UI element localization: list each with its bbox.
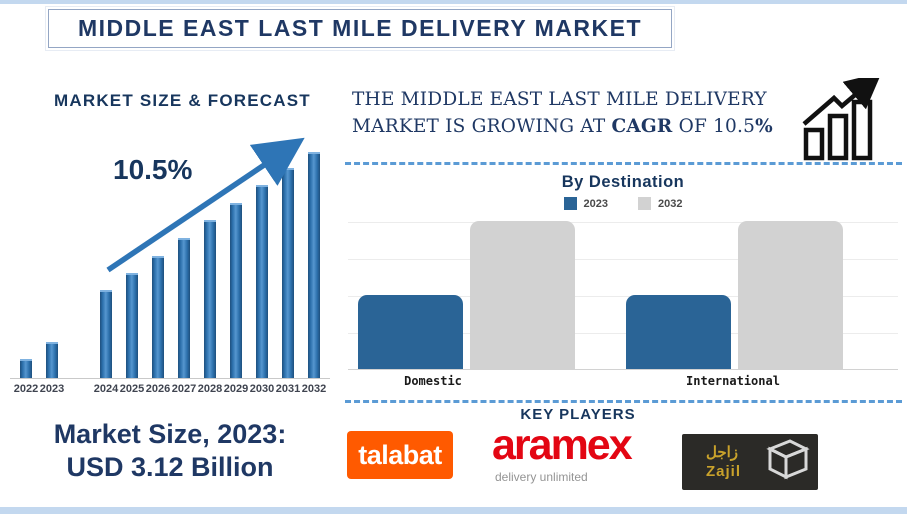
key-players-heading: KEY PLAYERS bbox=[520, 406, 636, 423]
forecast-bar-2025 bbox=[126, 273, 138, 378]
forecast-year-label: 2027 bbox=[171, 383, 197, 395]
forecast-year-label: 2022 bbox=[13, 383, 39, 395]
destination-category-label: Domestic bbox=[404, 374, 462, 388]
zajil-logo-text: Zajil bbox=[706, 463, 742, 480]
headline-line1: THE MIDDLE EAST LAST MILE DELIVERY bbox=[352, 89, 767, 110]
cagr-headline: THE MIDDLE EAST LAST MILE DELIVERY MARKE… bbox=[352, 86, 802, 140]
destination-bar-domestic-2023 bbox=[358, 295, 463, 369]
headline-percent: % bbox=[755, 116, 773, 137]
gridline bbox=[348, 296, 898, 297]
talabat-logo: talabat bbox=[347, 431, 453, 479]
headline-cagr: CAGR bbox=[611, 116, 673, 137]
market-size-callout: Market Size, 2023: USD 3.12 Billion bbox=[15, 418, 325, 484]
forecast-bar-2024 bbox=[100, 290, 112, 378]
cagr-annotation: 10.5% bbox=[113, 154, 193, 185]
forecast-year-label: 2032 bbox=[301, 383, 327, 395]
forecast-year-label: 2028 bbox=[197, 383, 223, 395]
forecast-bar-2032 bbox=[308, 152, 320, 378]
forecast-axis-line bbox=[10, 378, 330, 379]
forecast-bar-2023 bbox=[46, 342, 58, 378]
destination-chart-title: By Destination bbox=[561, 173, 685, 191]
legend-label: 2023 bbox=[583, 197, 608, 210]
destination-bar-international-2032 bbox=[738, 221, 843, 369]
trend-arrow-icon bbox=[106, 137, 305, 273]
destination-bar-international-2023 bbox=[626, 295, 731, 369]
forecast-bar-2028 bbox=[204, 220, 216, 378]
forecast-chart: 2022 2023 2024 2025 2026 2027 2028 2029 2030 2031… bbox=[8, 137, 332, 395]
gridline bbox=[348, 222, 898, 223]
page-title-box: MIDDLE EAST LAST MILE DELIVERY MARKET bbox=[45, 6, 675, 51]
forecast-bar-2029 bbox=[230, 203, 242, 378]
forecast-year-label: 2031 bbox=[275, 383, 301, 395]
growth-bar-chart-icon bbox=[802, 78, 882, 161]
destination-plot-area: Domestic International bbox=[348, 221, 898, 388]
forecast-year-label: 2025 bbox=[119, 383, 145, 395]
destination-bar-domestic-2032 bbox=[470, 221, 575, 369]
headline-line2-mid: OF 10.5 bbox=[672, 116, 756, 137]
talabat-logo-text: talabat bbox=[358, 439, 442, 470]
destination-category-label: International bbox=[686, 374, 780, 388]
market-size-line1: Market Size, 2023: bbox=[53, 419, 287, 449]
forecast-heading: MARKET SIZE & FORECAST bbox=[54, 91, 311, 110]
gridline bbox=[348, 333, 898, 334]
forecast-bar-2030 bbox=[256, 185, 268, 378]
forecast-year-label: 2023 bbox=[39, 383, 65, 395]
legend-swatch-2023 bbox=[563, 197, 577, 210]
zajil-logo: زاجل Zajil bbox=[682, 434, 818, 490]
headline-line2-start: MARKET IS GROWING AT bbox=[352, 116, 612, 137]
dashed-divider-bottom bbox=[345, 400, 902, 403]
package-box-icon bbox=[766, 439, 810, 480]
destination-legend: 2023 2032 bbox=[348, 197, 898, 210]
forecast-year-label: 2024 bbox=[93, 383, 119, 395]
market-size-line2: USD 3.12 Billion bbox=[66, 451, 274, 482]
forecast-year-label: 2026 bbox=[145, 383, 171, 395]
legend-item-2023: 2023 bbox=[563, 197, 608, 210]
legend-label: 2032 bbox=[658, 197, 683, 210]
forecast-bar-2027 bbox=[178, 238, 190, 378]
top-edge-bar bbox=[0, 0, 907, 4]
page-title: MIDDLE EAST LAST MILE DELIVERY MARKET bbox=[77, 15, 643, 41]
dashed-divider-top bbox=[345, 162, 902, 165]
forecast-year-label: 2029 bbox=[223, 383, 249, 395]
gridline bbox=[348, 259, 898, 260]
forecast-bar-2026 bbox=[152, 256, 164, 378]
bottom-edge-bar bbox=[0, 507, 907, 514]
aramex-logo-text: aramex bbox=[492, 421, 633, 469]
aramex-logo: aramex delivery unlimited bbox=[492, 421, 642, 485]
aramex-tagline: delivery unlimited bbox=[495, 470, 588, 484]
forecast-bar-2022 bbox=[20, 359, 32, 378]
legend-swatch-2032 bbox=[638, 197, 651, 210]
forecast-year-label: 2030 bbox=[249, 383, 275, 395]
legend-item-2032: 2032 bbox=[638, 197, 682, 210]
zajil-arabic-text: زاجل bbox=[706, 444, 739, 461]
